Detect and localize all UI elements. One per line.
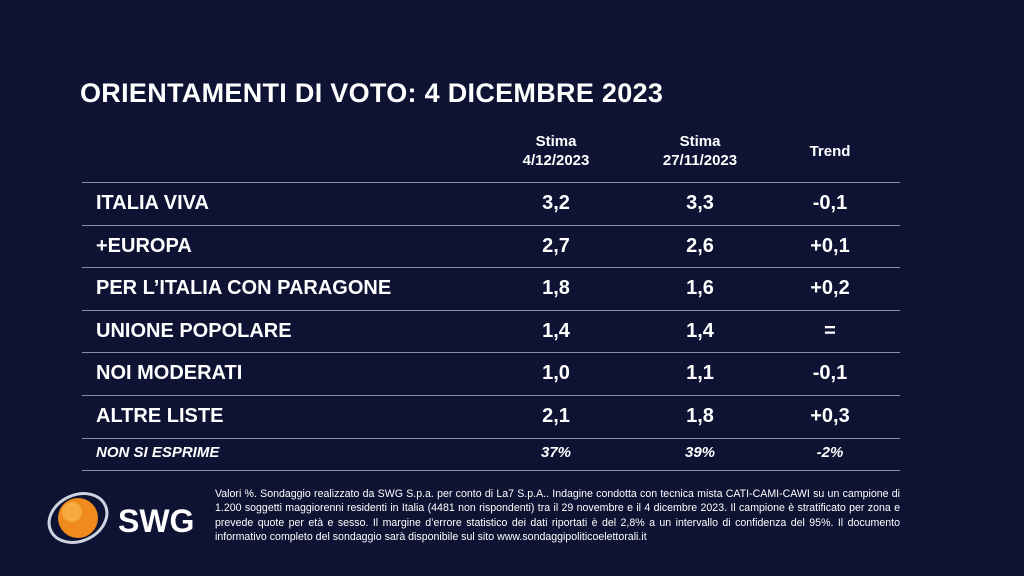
value-cell: 1,8 — [686, 405, 714, 427]
value-cell: +0,3 — [810, 405, 850, 427]
row-divider — [82, 469, 900, 471]
party-name: +EUROPA — [96, 234, 192, 257]
column-header-line: Stima — [679, 133, 721, 150]
row-divider — [82, 182, 900, 183]
value-cell: 1,4 — [686, 319, 714, 342]
value-cell: = — [824, 319, 836, 342]
party-name: NOI MODERATI — [96, 362, 243, 385]
column-header-line: 4/12/2023 — [522, 152, 590, 169]
value-cell: -0,1 — [812, 362, 848, 385]
party-name: ALTRE LISTE — [96, 405, 224, 427]
value-cell: 2,1 — [542, 405, 570, 427]
footer-value: 37% — [540, 443, 572, 461]
logo-globe — [47, 492, 109, 544]
value-cell: 1,0 — [542, 362, 570, 385]
column-header-line: Stima — [535, 133, 577, 150]
party-name: UNIONE POPOLARE — [96, 319, 292, 342]
row-divider — [82, 352, 900, 354]
title: ORIENTAMENTI DI VOTO: 4 DICEMBRE 2023 — [80, 78, 664, 108]
footer-value: 39% — [684, 443, 716, 461]
column-header: Trend — [750, 142, 910, 161]
value-cell: +0,1 — [810, 234, 850, 257]
row-divider — [82, 437, 900, 439]
value-cell: 3,3 — [686, 192, 714, 214]
row-divider — [82, 309, 900, 311]
value-cell: 2,6 — [686, 234, 714, 257]
row-divider — [82, 267, 900, 269]
value-cell: 3,2 — [542, 192, 570, 214]
row-divider — [82, 224, 900, 226]
party-name: ITALIA VIVA — [96, 192, 209, 214]
value-cell: -0,1 — [812, 192, 848, 214]
row-divider — [82, 395, 900, 396]
footer-value: -2% — [816, 443, 844, 461]
value-cell: 1,8 — [542, 277, 570, 300]
column-header: Stima 4/12/2023 — [476, 132, 636, 170]
footnote: Valori %. Sondaggio realizzato da SWG S.… — [215, 488, 900, 543]
value-cell: 1,1 — [686, 362, 714, 385]
value-cell: 1,4 — [542, 319, 570, 342]
value-cell: 1,6 — [686, 277, 714, 300]
party-name: PER L’ITALIA CON PARAGONE — [96, 277, 392, 300]
footer-label: NON SI ESPRIME — [96, 443, 220, 461]
column-header-line: 27/11/2023 — [662, 152, 738, 169]
column-header: Stima 27/11/2023 — [620, 132, 780, 170]
logo-text: SWG — [118, 503, 195, 539]
value-cell: +0,2 — [810, 277, 850, 300]
column-header-line: Trend — [809, 143, 851, 160]
value-cell: 2,7 — [542, 234, 570, 257]
